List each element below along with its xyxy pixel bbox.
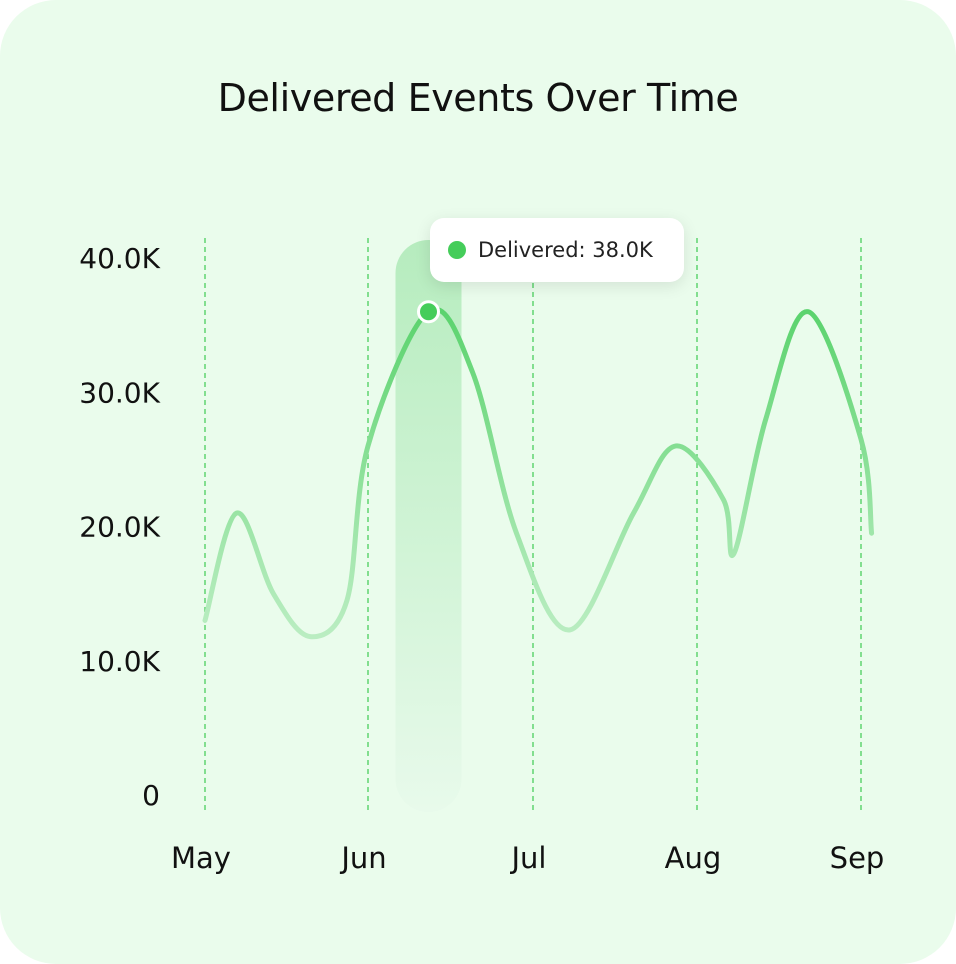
- data-point[interactable]: [732, 551, 736, 555]
- y-tick-label: 30.0K: [79, 376, 160, 409]
- hover-band: [395, 240, 462, 812]
- x-tick-label: Sep: [830, 841, 885, 875]
- grid-lines: [204, 238, 862, 810]
- data-point[interactable]: [366, 444, 370, 448]
- x-axis-ticks: May Jun Jul Aug Sep: [171, 841, 884, 875]
- data-point[interactable]: [235, 511, 239, 515]
- data-point[interactable]: [345, 598, 349, 602]
- data-point[interactable]: [806, 310, 810, 314]
- y-tick-label: 10.0K: [79, 645, 160, 678]
- data-point[interactable]: [859, 437, 863, 441]
- data-point[interactable]: [632, 511, 636, 515]
- y-axis-ticks: 0 10.0K 20.0K 30.0K 40.0K: [79, 242, 160, 812]
- highlight-point[interactable]: [417, 300, 440, 324]
- series-color-dot: [448, 241, 466, 259]
- data-point[interactable]: [271, 592, 275, 596]
- series-line-delivered: [202, 306, 875, 640]
- x-tick-label: Aug: [665, 841, 722, 875]
- data-point[interactable]: [515, 531, 519, 535]
- data-point[interactable]: [764, 417, 768, 421]
- y-tick-label: 40.0K: [79, 242, 160, 275]
- y-tick-label: 0: [142, 779, 160, 812]
- tooltip-label: Delivered: 38.0K: [478, 238, 653, 262]
- data-point[interactable]: [308, 635, 312, 639]
- data-point[interactable]: [568, 628, 572, 632]
- x-tick-label: Jun: [339, 841, 386, 875]
- x-tick-label: May: [171, 841, 231, 875]
- y-tick-label: 20.0K: [79, 511, 160, 544]
- data-point[interactable]: [870, 531, 874, 535]
- data-point[interactable]: [674, 444, 678, 448]
- x-tick-label: Jul: [510, 841, 547, 875]
- chart-title: Delivered Events Over Time: [217, 76, 739, 120]
- data-point[interactable]: [471, 370, 475, 374]
- data-point[interactable]: [721, 498, 725, 502]
- data-point[interactable]: [203, 618, 207, 622]
- tooltip: Delivered: 38.0K: [430, 218, 684, 282]
